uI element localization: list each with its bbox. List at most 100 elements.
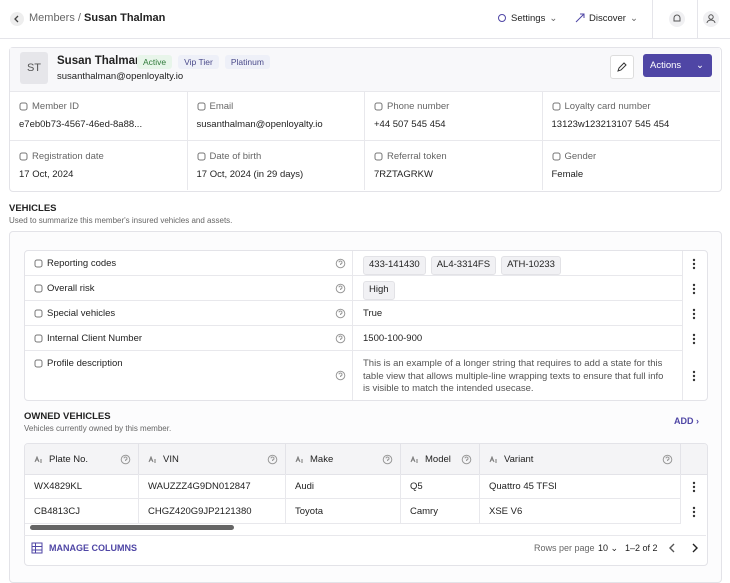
- label-text: Reporting codes: [47, 258, 117, 269]
- field-icon: [552, 152, 561, 161]
- type-icon: [489, 455, 498, 463]
- column-header[interactable]: Make: [286, 444, 401, 474]
- field-icon: [374, 102, 383, 111]
- column-header[interactable]: Variant: [480, 444, 681, 474]
- row-menu[interactable]: [692, 506, 696, 518]
- notifications[interactable]: [669, 11, 685, 27]
- prev-page[interactable]: [667, 542, 677, 554]
- row-menu[interactable]: [692, 258, 696, 270]
- label-text: Referral token: [387, 151, 447, 162]
- type-icon: [148, 455, 157, 463]
- edit-button[interactable]: [610, 55, 634, 79]
- field: Loyalty card number 13123w123213107 545 4…: [542, 91, 720, 141]
- help-icon: [120, 454, 131, 465]
- field-value: +44 507 545 454: [374, 119, 446, 130]
- attribute-value-cell: True: [353, 301, 683, 326]
- back-button[interactable]: [10, 12, 24, 26]
- help-icon[interactable]: [335, 333, 346, 344]
- header-text: Make: [310, 453, 334, 465]
- divider: [652, 0, 653, 38]
- select-value: 10: [598, 543, 609, 553]
- row-menu[interactable]: [692, 308, 696, 320]
- field: Member ID e7eb0b73-4567-46ed-8a88...: [10, 91, 188, 141]
- field-icon: [374, 152, 383, 161]
- help-icon[interactable]: [335, 283, 346, 294]
- attribute-label-cell: Profile description: [25, 351, 353, 400]
- help-icon[interactable]: [335, 370, 346, 381]
- divider: [697, 0, 698, 38]
- column-header[interactable]: Model: [401, 444, 480, 474]
- field-label: Registration date: [19, 151, 187, 162]
- row-menu[interactable]: [692, 370, 696, 382]
- field-icon: [552, 102, 561, 111]
- header-text: Plate No.: [49, 453, 89, 465]
- add-button[interactable]: ADD ›: [674, 416, 699, 426]
- status-badge: Active: [137, 55, 173, 69]
- header-text: VIN: [163, 453, 179, 465]
- section-title: VEHICLES: [9, 203, 57, 214]
- divider: [24, 535, 706, 536]
- table-cell: Toyota: [286, 499, 401, 524]
- field-value: 13123w123213107 545 454: [551, 119, 670, 130]
- field: Date of birth 17 Oct, 2024 (in 29 days): [188, 141, 365, 190]
- breadcrumb-current: Susan Thalman: [84, 12, 166, 24]
- field-value: susanthalman@openloyalty.io: [196, 119, 323, 130]
- table-cell: Q5: [401, 474, 480, 499]
- row-menu[interactable]: [692, 283, 696, 295]
- breadcrumb: Members / Susan Thalman: [29, 12, 165, 24]
- attribute-label: Profile description: [34, 358, 123, 369]
- field-value: 17 Oct, 2024 (in 29 days): [196, 169, 304, 180]
- tier-badge: Platinum: [224, 55, 270, 69]
- attribute-icon: [34, 284, 43, 293]
- attributes-table: Reporting codes 433-141430 AL4-3314FS ATH-1…: [24, 250, 708, 401]
- settings-menu[interactable]: Settings ⌄: [497, 13, 557, 24]
- row-menu[interactable]: [692, 333, 696, 345]
- discover-menu[interactable]: Discover ⌄: [575, 13, 638, 24]
- help-icon: [382, 454, 393, 465]
- fields-grid: Member ID e7eb0b73-4567-46ed-8a88... Email…: [10, 91, 720, 190]
- field-label: Email: [197, 101, 365, 112]
- member-name: Susan Thalman: [57, 55, 142, 67]
- field-value: 17 Oct, 2024: [19, 169, 74, 180]
- avatar: ST: [20, 52, 48, 84]
- label-text: Special vehicles: [47, 308, 116, 319]
- attribute-label-cell: Overall risk: [25, 276, 353, 301]
- scrollbar: [30, 525, 234, 530]
- column-header[interactable]: Plate No.: [25, 444, 139, 474]
- chip: AL4-3314FS: [430, 256, 497, 275]
- help-icon[interactable]: [335, 258, 346, 269]
- next-page[interactable]: [690, 542, 700, 554]
- attribute-label-cell: Special vehicles: [25, 301, 353, 326]
- breadcrumb-link[interactable]: Members: [29, 12, 75, 24]
- table-cell: WX4829KL: [25, 474, 139, 499]
- field-label: Referral token: [374, 151, 542, 162]
- chip: 433-141430: [363, 256, 426, 275]
- section-subtitle: Used to summarize this member's insured …: [9, 216, 233, 225]
- field-icon: [197, 102, 206, 111]
- separator: /: [77, 12, 81, 24]
- table-cell: Audi: [286, 474, 401, 499]
- label-text: Gender: [564, 151, 597, 162]
- attribute-label: Special vehicles: [34, 308, 115, 319]
- attribute-label-cell: Reporting codes: [25, 251, 353, 276]
- table-cell: CB4813CJ: [25, 499, 139, 524]
- type-icon: [34, 455, 43, 463]
- field-value: e7eb0b73-4567-46ed-8a88...: [19, 119, 143, 130]
- field: Gender Female: [543, 141, 721, 190]
- label-text: Email: [209, 101, 234, 112]
- row-menu[interactable]: [692, 481, 696, 493]
- help-icon[interactable]: [335, 308, 346, 319]
- table-cell: XSE V6: [480, 499, 681, 524]
- label-text: Date of birth: [209, 151, 262, 162]
- column-header[interactable]: VIN: [139, 444, 286, 474]
- actions-button[interactable]: Actions ⌄: [643, 54, 712, 77]
- field-value: 7RZTAGRKW: [374, 169, 433, 180]
- nav-label: Discover: [589, 13, 626, 24]
- attribute-value-cell: 433-141430 AL4-3314FS ATH-10233: [353, 251, 683, 276]
- user-menu[interactable]: [703, 11, 719, 27]
- column-header: [681, 444, 707, 474]
- field: Referral token 7RZTAGRKW: [365, 141, 543, 190]
- rows-per-page-select[interactable]: 10 ⌄: [598, 543, 619, 553]
- label-text: Profile description: [47, 358, 123, 369]
- manage-columns[interactable]: MANAGE COLUMNS: [31, 542, 137, 554]
